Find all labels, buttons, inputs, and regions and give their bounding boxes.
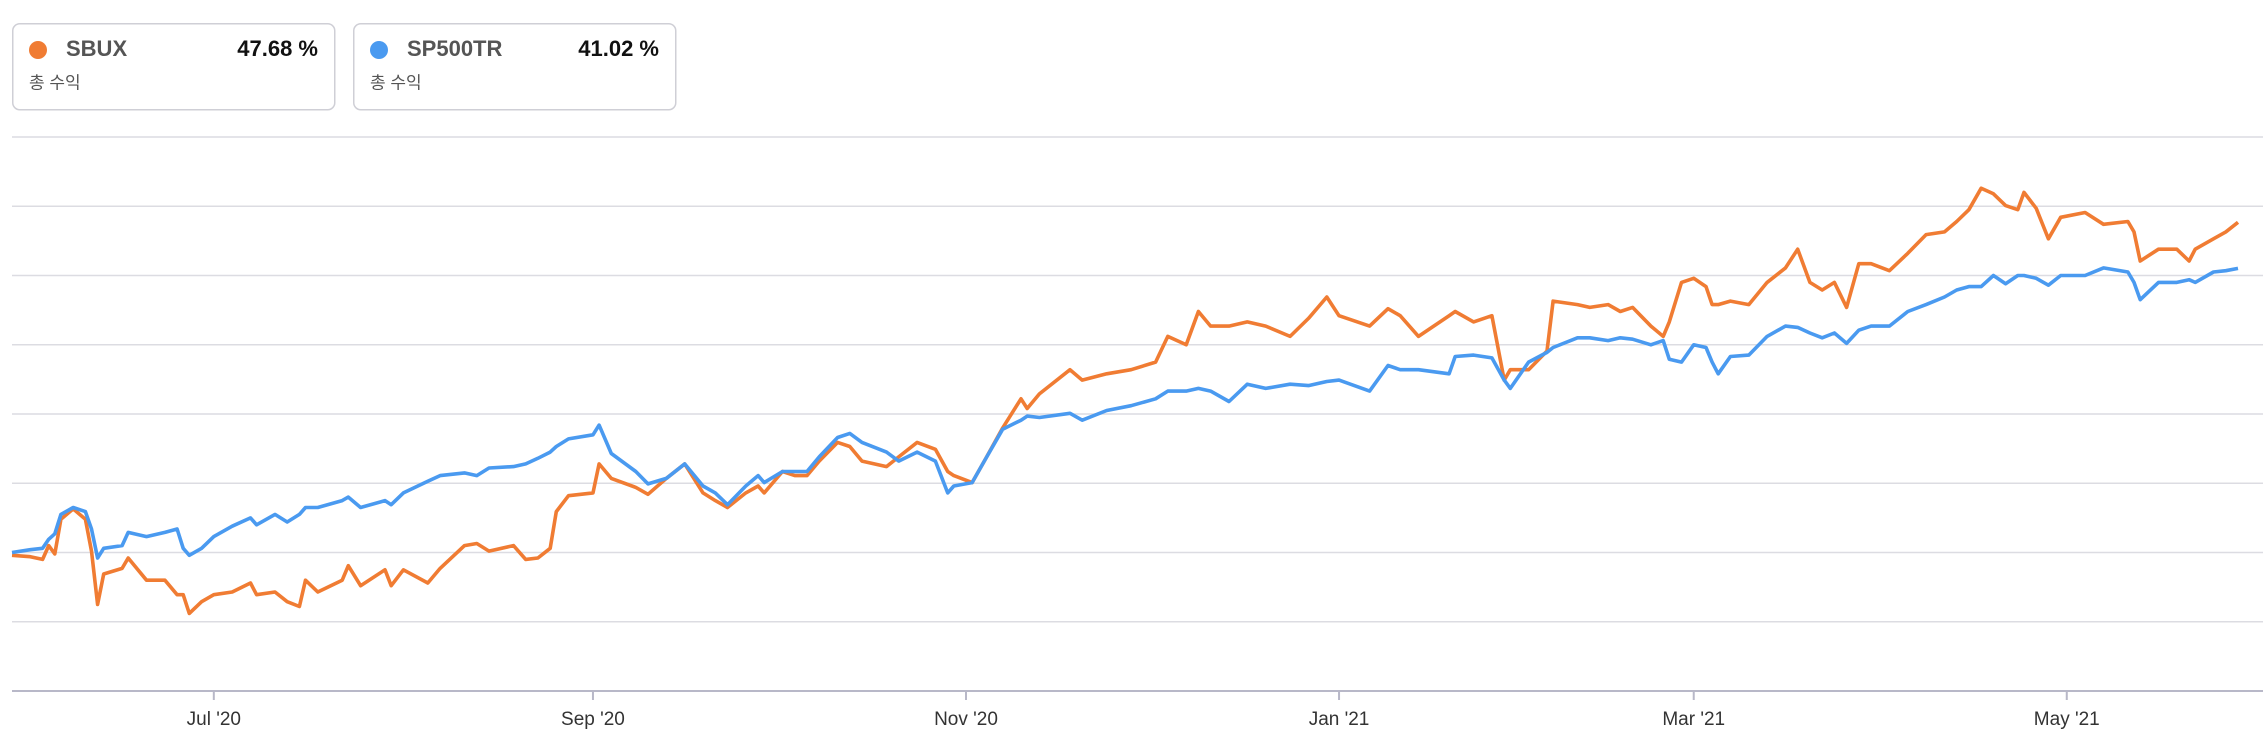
- legend-label: 총 수익: [29, 73, 81, 92]
- x-tick-label: Sep '20: [561, 709, 625, 730]
- legend-label: 총 수익: [370, 73, 422, 92]
- legend-item[interactable]: SBUX 47.68 % 총 수익: [12, 23, 336, 111]
- legend-name: SP500TR: [407, 36, 502, 61]
- x-tick-label: Nov '20: [934, 709, 998, 730]
- x-tick-label: Jan '21: [1309, 709, 1370, 730]
- x-tick-label: Mar '21: [1662, 709, 1725, 730]
- legend-marker: [370, 41, 388, 59]
- legend-name: SBUX: [66, 36, 127, 61]
- legend-value: 47.68 %: [237, 36, 318, 61]
- series-line: [11, 266, 2239, 560]
- legend-item[interactable]: SP500TR 41.02 % 총 수익: [353, 23, 677, 111]
- series-line: [11, 186, 2240, 616]
- legend-box: [12, 23, 336, 111]
- x-tick-label: May '21: [2034, 709, 2100, 730]
- legend-marker: [29, 41, 47, 59]
- legend-box: [353, 23, 677, 111]
- x-tick-label: Jul '20: [187, 709, 241, 730]
- legend-value: 41.02 %: [578, 36, 659, 61]
